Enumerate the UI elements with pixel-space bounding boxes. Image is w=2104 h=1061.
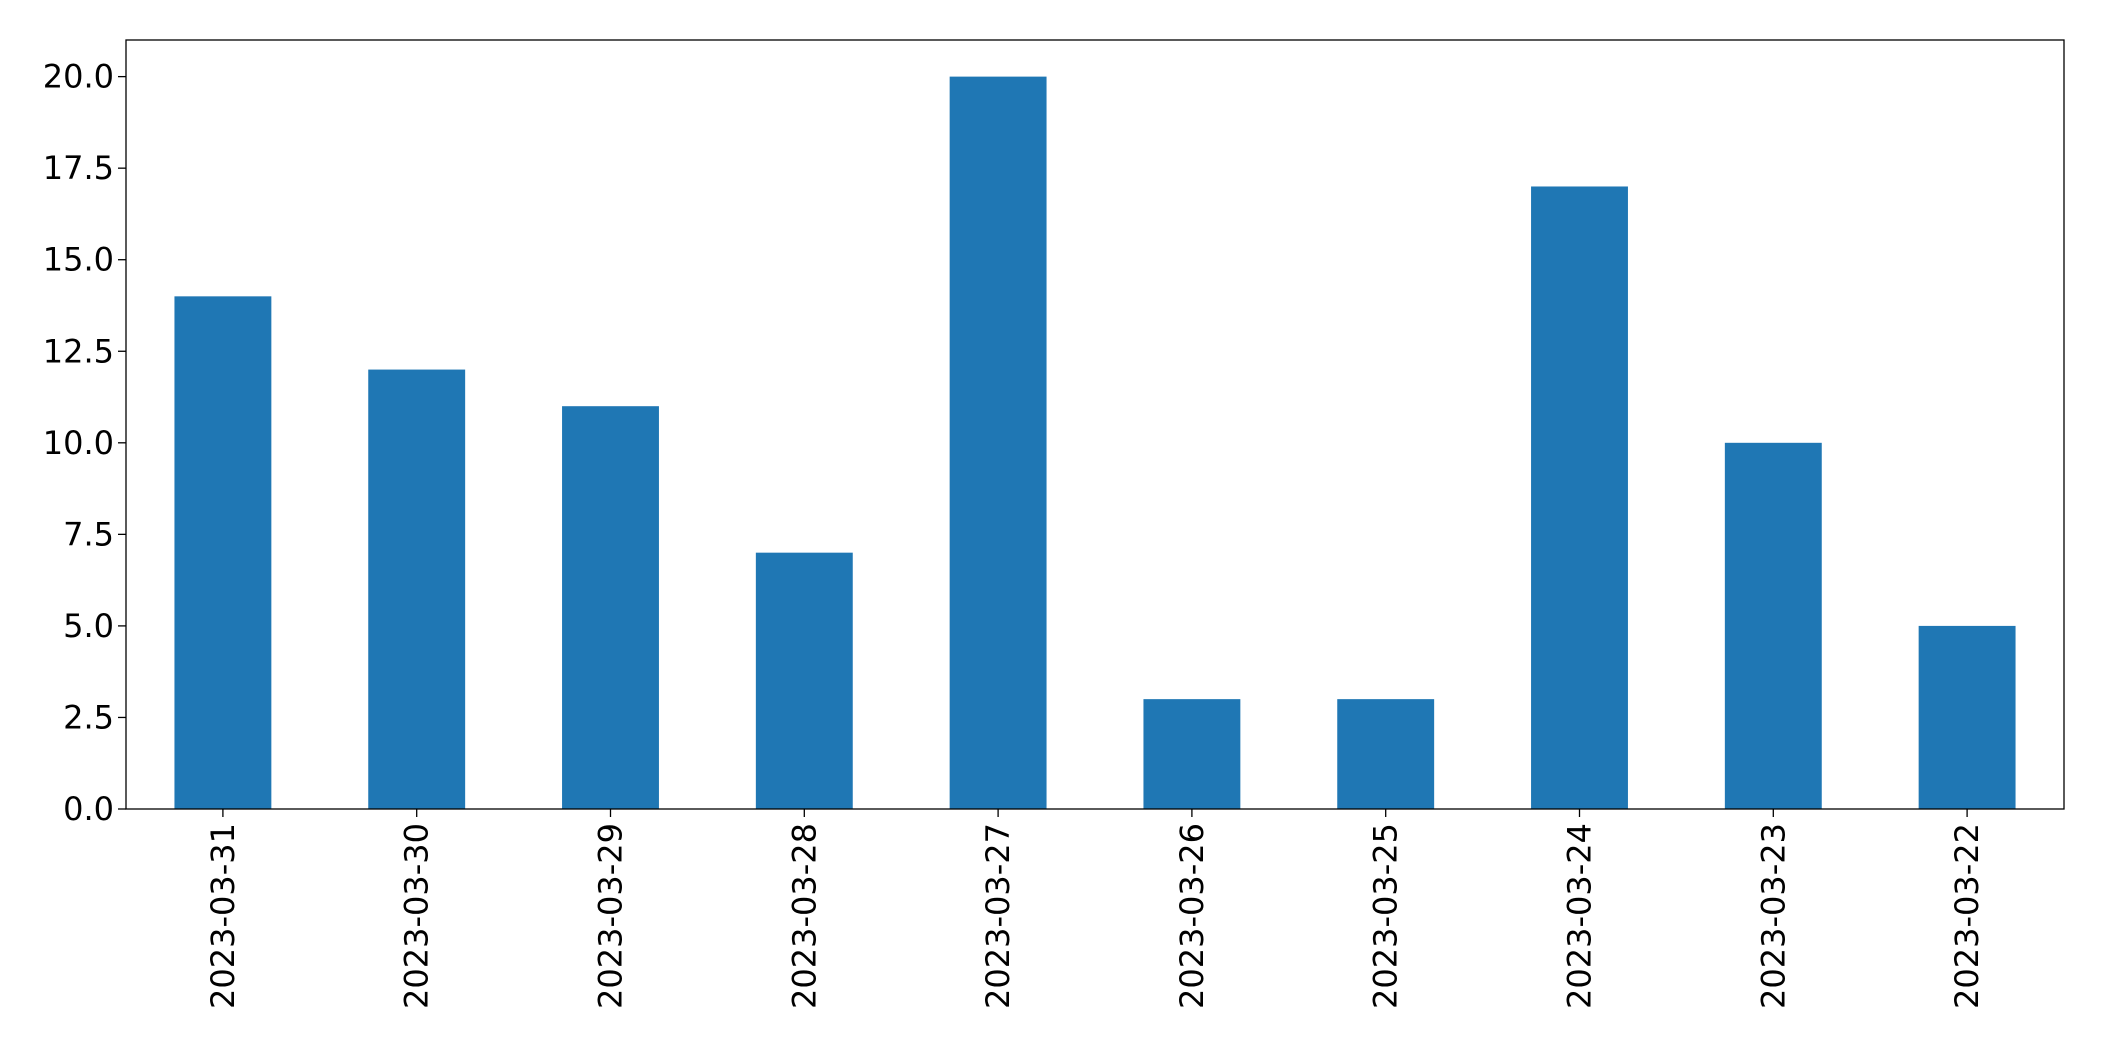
y-tick-label: 2.5 bbox=[63, 698, 114, 736]
x-tick-label: 2023-03-22 bbox=[1948, 823, 1986, 1009]
y-tick-label: 5.0 bbox=[63, 607, 114, 645]
bar bbox=[1531, 186, 1628, 809]
bar bbox=[562, 406, 659, 809]
bar bbox=[1918, 625, 2016, 809]
bar bbox=[1337, 699, 1435, 809]
bar bbox=[174, 296, 272, 809]
plot-frame bbox=[125, 39, 2065, 810]
x-tick-label: 2023-03-27 bbox=[979, 823, 1017, 1009]
y-tick-label: 17.5 bbox=[43, 149, 114, 187]
y-tick-label: 15.0 bbox=[43, 241, 114, 279]
y-tick-label: 7.5 bbox=[63, 515, 114, 553]
x-tick-label: 2023-03-26 bbox=[1173, 823, 1211, 1009]
y-tick-label: 12.5 bbox=[43, 332, 114, 370]
y-tick-label: 20.0 bbox=[43, 58, 114, 96]
y-tick-label: 10.0 bbox=[43, 424, 114, 462]
bar bbox=[1143, 699, 1241, 809]
bar bbox=[755, 552, 853, 809]
bar bbox=[1724, 442, 1822, 809]
x-tick-label: 2023-03-24 bbox=[1561, 823, 1599, 1009]
y-tick-label: 0.0 bbox=[63, 790, 114, 828]
x-tick-label: 2023-03-29 bbox=[592, 823, 630, 1009]
x-tick-label: 2023-03-23 bbox=[1754, 823, 1792, 1009]
bar bbox=[949, 76, 1047, 810]
x-tick-label: 2023-03-28 bbox=[785, 823, 823, 1009]
x-tick-label: 2023-03-31 bbox=[204, 823, 242, 1009]
bar bbox=[368, 369, 466, 809]
x-tick-label: 2023-03-25 bbox=[1367, 823, 1405, 1009]
x-tick-label: 2023-03-30 bbox=[398, 823, 436, 1009]
